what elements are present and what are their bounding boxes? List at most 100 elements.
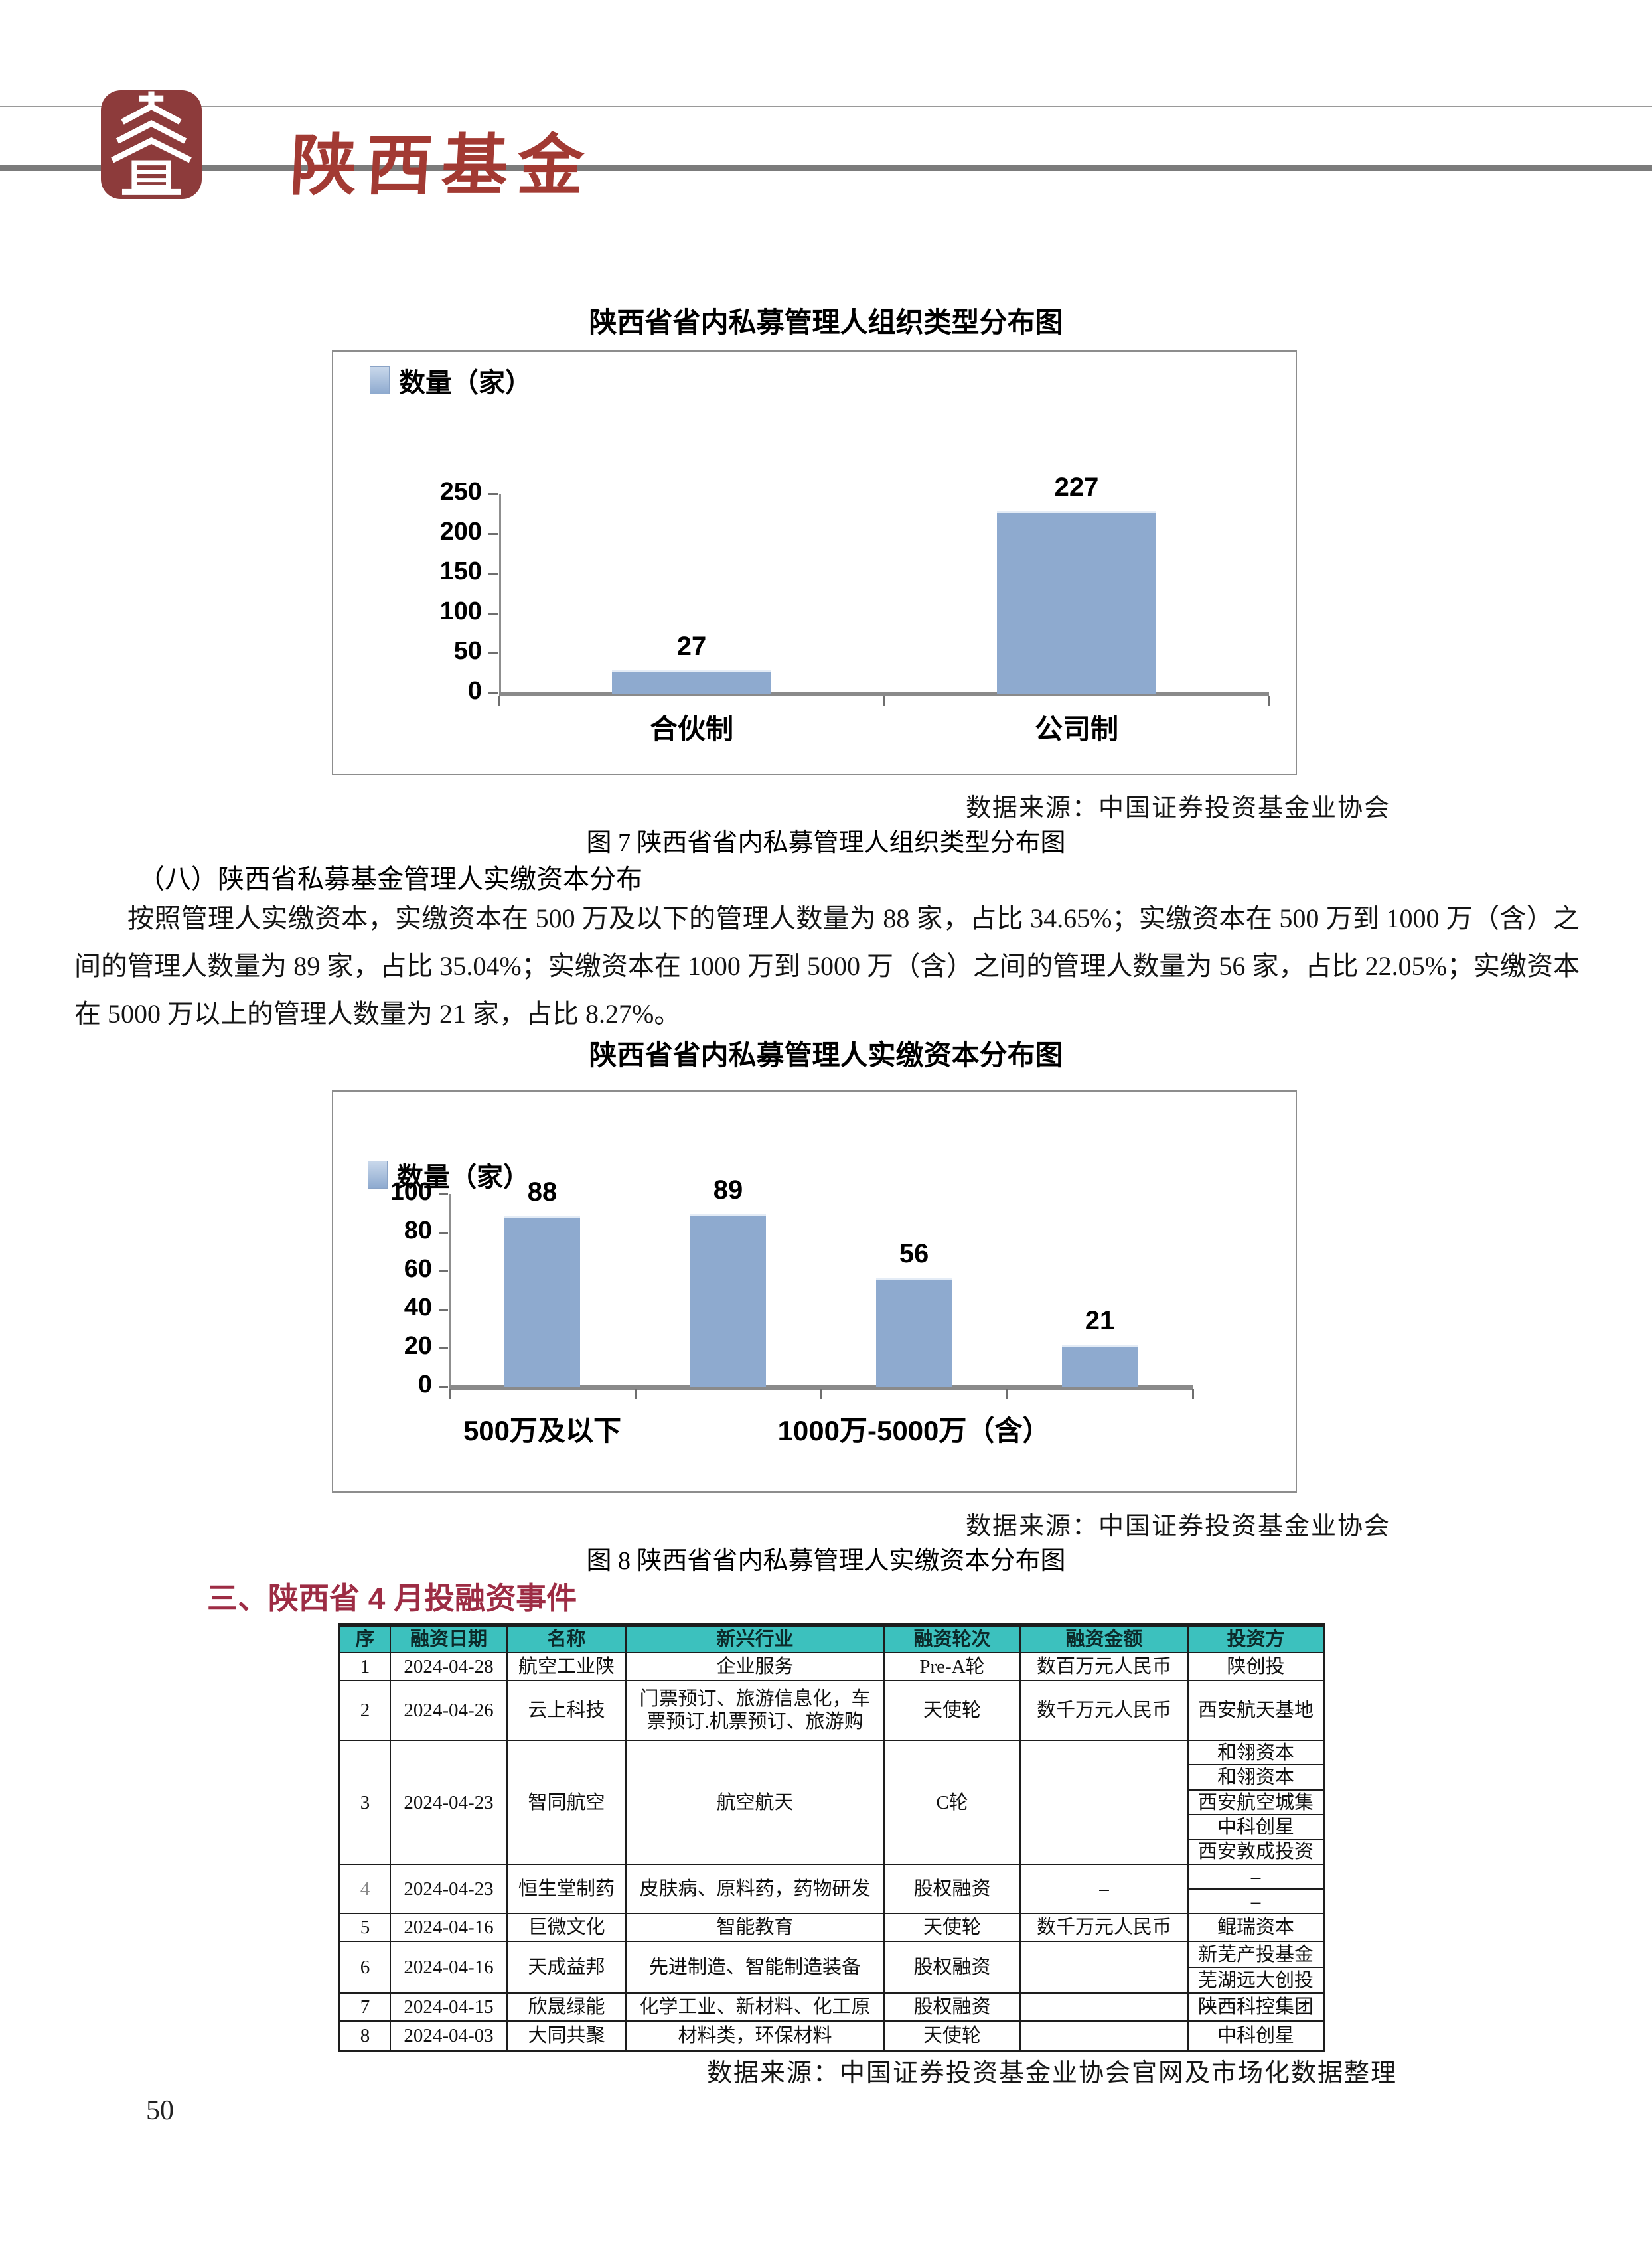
cell-amount	[1019, 2022, 1187, 2050]
table-header-cell: 序	[340, 1627, 390, 1652]
cell-round: Pre-A轮	[883, 1653, 1019, 1680]
investor-sub-cell: 和翎资本	[1217, 1742, 1294, 1763]
cell-investors: 和翎资本 和翎资本 西安航空城集 中科创星 西安敦成投资	[1187, 1741, 1323, 1864]
cell-round: 天使轮	[883, 1681, 1019, 1740]
legend-label: 数量（家）	[399, 368, 532, 398]
x-axis-label: 公司制	[1034, 713, 1118, 745]
cell-no: 8	[360, 2025, 370, 2046]
cell-industry: 先进制造、智能制造装备	[625, 1942, 883, 1992]
cell-investors: 陕西科控集团	[1187, 1994, 1323, 2020]
section-capital-paragraph: 按照管理人实缴资本，实缴资本在 500 万及以下的管理人数量为 88 家，占比 …	[74, 903, 1580, 1029]
x-axis-label: 500万及以下	[463, 1415, 622, 1446]
cell-investors: 陕创投	[1187, 1653, 1323, 1680]
figure8-caption: 图 8 陕西省省内私募管理人实缴资本分布图	[586, 1547, 1066, 1575]
x-axis-line	[449, 1385, 1193, 1390]
bar	[1062, 1345, 1138, 1387]
cell-amount	[1019, 1994, 1187, 2020]
x-axis-tick	[1268, 696, 1270, 706]
table-row: 3 2024-04-23 智同航空 航空航天 C轮 和翎资本 和翎资本 西安航空城集 中科创星西…	[340, 1740, 1323, 1864]
bar	[997, 510, 1156, 694]
cell-date: 2024-04-23	[390, 1741, 506, 1864]
brand-title: 陕西基金	[288, 126, 595, 204]
y-axis-label: 40	[404, 1294, 432, 1321]
bar-value-label: 89	[713, 1175, 743, 1205]
cell-date: 2024-04-26	[390, 1681, 506, 1740]
bar	[690, 1213, 766, 1387]
section-capital-heading: （八）陕西省私募基金管理人实缴资本分布	[138, 864, 642, 894]
cell-date: 2024-04-23	[390, 1865, 506, 1913]
cell-round: 股权融资	[883, 1865, 1019, 1913]
cell-name: 天成益邦	[506, 1942, 625, 1992]
investor-sub-cell: 中科创星	[1189, 1814, 1323, 1838]
table-header-cell: 新兴行业	[625, 1627, 883, 1652]
cell-industry: 航空航天	[625, 1741, 883, 1864]
cell-round: 股权融资	[883, 1942, 1019, 1992]
investor-sub-cell: 和翎资本	[1189, 1764, 1323, 1789]
bar	[876, 1277, 952, 1387]
y-axis-label: 100	[390, 1178, 432, 1206]
bar-value-label: 21	[1085, 1306, 1115, 1336]
y-axis-tick	[439, 1232, 448, 1234]
y-axis-tick	[488, 652, 498, 654]
y-axis-label: 50	[453, 637, 482, 665]
investor-sub-cell: 西安敦成投资	[1189, 1838, 1323, 1864]
section-investment-heading: 三、陕西省 4 月投融资事件	[207, 1581, 577, 1615]
cell-no: 1	[360, 1656, 370, 1677]
table-header-cell: 投资方	[1187, 1627, 1323, 1652]
cell-no: 5	[360, 1917, 370, 1938]
cell-industry: 材料类，环保材料	[625, 2022, 883, 2050]
y-axis-tick	[439, 1386, 448, 1388]
y-axis-label: 60	[404, 1255, 432, 1283]
cell-amount: –	[1019, 1865, 1187, 1913]
chart2-frame: 数量（家） 0 20 40 60 80 100 88 500万及以下 89 56 1000万-500…	[332, 1090, 1297, 1493]
chart2-legend: 数量（家）	[368, 1156, 530, 1194]
table-row: 2 2024-04-26 云上科技 门票预订、旅游信息化，车票预订.机票预订、旅游购天…	[340, 1680, 1323, 1740]
cell-no: 3	[360, 1791, 370, 1813]
y-axis-tick	[488, 692, 498, 694]
y-axis-tick	[439, 1309, 448, 1311]
cell-industry: 化学工业、新材料、化工原	[625, 1994, 883, 2020]
y-axis-line	[499, 494, 501, 693]
bar-value-label: 56	[899, 1238, 929, 1268]
cell-date: 2024-04-16	[390, 1914, 506, 1941]
x-axis-tick	[820, 1389, 822, 1399]
cell-no: 4	[360, 1878, 370, 1900]
y-axis-label: 100	[439, 597, 482, 625]
cell-no: 2	[360, 1700, 370, 1721]
cell-amount	[1019, 1741, 1187, 1864]
cell-name: 恒生堂制药	[506, 1865, 625, 1913]
cell-investors: 新芜产投基金 芜湖远大创投	[1187, 1942, 1323, 1992]
table-source: 数据来源：中国证券投资基金业协会官网及市场化数据整理	[706, 2059, 1397, 2087]
y-axis-tick	[488, 533, 498, 535]
chart1-title: 陕西省省内私募管理人组织类型分布图	[589, 307, 1063, 338]
cell-amount: 数千万元人民币	[1019, 1914, 1187, 1941]
y-axis-label: 80	[404, 1217, 432, 1244]
x-axis-tick	[449, 1389, 451, 1399]
table-header-cell: 名称	[506, 1627, 625, 1652]
legend-swatch-icon	[368, 1161, 388, 1189]
cell-name: 大同共聚	[506, 2022, 625, 2050]
cell-industry: 智能教育	[625, 1914, 883, 1941]
cell-industry: 皮肤病、原料药，药物研发	[625, 1865, 883, 1913]
table-header-cell: 融资轮次	[883, 1627, 1019, 1652]
cell-round: 天使轮	[883, 1914, 1019, 1941]
y-axis-tick	[488, 493, 498, 495]
y-axis-label: 0	[417, 1371, 432, 1398]
cell-date: 2024-04-16	[390, 1942, 506, 1992]
investor-sub-cell: –	[1250, 1866, 1261, 1888]
x-axis-line	[499, 692, 1269, 696]
cell-industry: 企业服务	[625, 1653, 883, 1680]
y-axis-label: 20	[404, 1332, 432, 1360]
chart2-title: 陕西省省内私募管理人实缴资本分布图	[589, 1039, 1063, 1071]
table-row: 1 2024-04-28 航空工业陕 企业服务 Pre-A轮 数百万元人民币 陕创投	[340, 1652, 1323, 1680]
y-axis-label: 250	[439, 478, 482, 506]
cell-round: 股权融资	[883, 1994, 1019, 2020]
cell-name: 航空工业陕	[506, 1653, 625, 1680]
chart1-source: 数据来源：中国证券投资基金业协会	[965, 794, 1390, 822]
cell-amount: 数千万元人民币	[1019, 1681, 1187, 1740]
page-number: 50	[146, 2095, 174, 2126]
table-row: 7 2024-04-15 欣晟绿能 化学工业、新材料、化工原 股权融资 陕西科控集团	[340, 1992, 1323, 2020]
investor-sub-cell: 中科创星	[1217, 2025, 1294, 2046]
table-header-cell: 融资日期	[390, 1627, 506, 1652]
